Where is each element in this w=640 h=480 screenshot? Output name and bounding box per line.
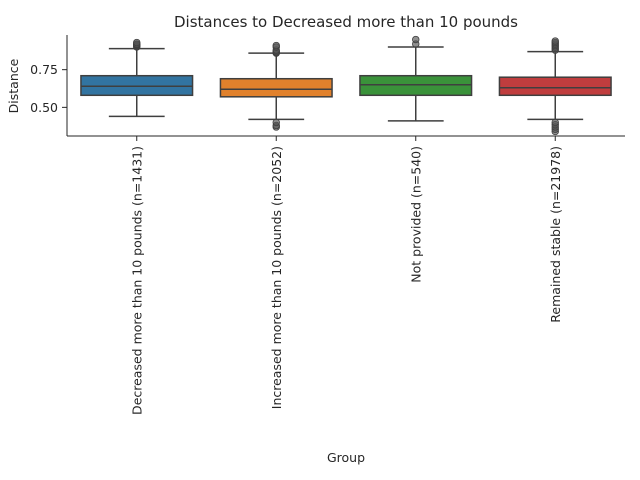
outlier-point (272, 41, 280, 50)
outlier-point (412, 35, 420, 44)
box-group (498, 37, 612, 136)
outlier-point (272, 118, 280, 127)
outlier-point (551, 118, 559, 127)
x-tick-label: Decreased more than 10 pounds (n=1431) (129, 146, 144, 415)
box-iqr (498, 76, 612, 97)
y-tick-label: 0.75 (30, 62, 58, 77)
plot-area (80, 35, 612, 136)
outlier-point (133, 38, 141, 47)
x-tick-label: Remained stable (n=21978) (548, 146, 563, 323)
box-group (80, 38, 194, 118)
box-group (359, 35, 473, 122)
x-tick-label: Not provided (n=540) (408, 146, 423, 283)
x-ticks: Decreased more than 10 pounds (n=1431) In… (129, 136, 563, 415)
box-iqr (80, 74, 194, 97)
chart-title: Distances to Decreased more than 10 poun… (174, 13, 518, 31)
x-axis-label: Group (327, 450, 365, 465)
box-group (219, 41, 333, 131)
y-tick-label: 0.50 (30, 100, 58, 115)
x-tick-label: Increased more than 10 pounds (n=2052) (269, 146, 284, 409)
outlier-point (551, 37, 559, 45)
y-ticks: 0.50 0.75 (30, 62, 67, 115)
box-iqr (219, 77, 333, 98)
box-iqr (359, 74, 473, 97)
y-axis-label: Distance (6, 58, 21, 113)
